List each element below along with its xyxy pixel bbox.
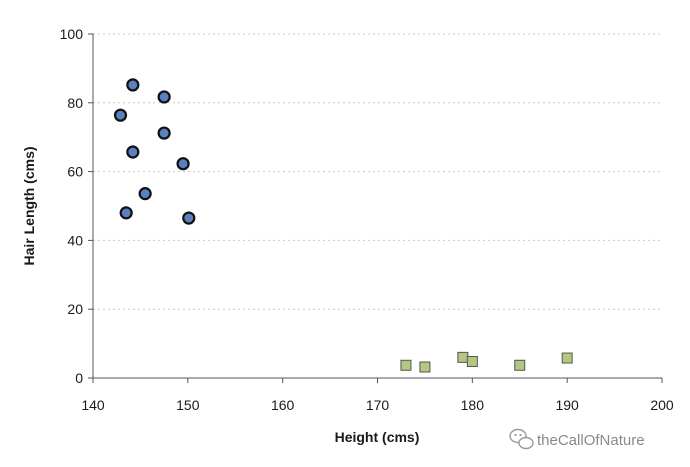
- x-tick-label: 140: [81, 397, 105, 413]
- x-tick-label: 150: [176, 397, 200, 413]
- circle-point: [157, 126, 171, 140]
- wechat-icon: [509, 428, 534, 450]
- square-point: [457, 351, 469, 363]
- square-point: [561, 352, 573, 364]
- y-tick-label: 40: [67, 232, 83, 248]
- y-tick-label: 20: [67, 301, 83, 317]
- x-tick-label: 180: [461, 397, 485, 413]
- y-axis-title: Hair Length (cms): [21, 146, 37, 265]
- y-tick-label: 100: [60, 26, 84, 42]
- y-tick-label: 60: [67, 164, 83, 180]
- square-point: [419, 361, 431, 373]
- y-tick-label: 0: [75, 370, 83, 386]
- circle-point: [157, 90, 171, 104]
- square-point: [466, 355, 478, 367]
- data-points: [113, 78, 573, 373]
- watermark-text: theCallOfNature: [537, 432, 645, 449]
- circle-point: [119, 206, 133, 220]
- circle-point: [176, 157, 190, 171]
- x-tick-label: 200: [650, 397, 674, 413]
- y-tick-label: 80: [67, 95, 83, 111]
- circle-point: [126, 145, 140, 159]
- circle-point: [126, 78, 140, 92]
- circle-point: [113, 108, 128, 122]
- circle-point: [182, 211, 196, 225]
- x-tick-label: 160: [271, 397, 295, 413]
- x-tick-label: 170: [366, 397, 390, 413]
- x-axis-title: Height (cms): [335, 429, 420, 445]
- x-tick-label: 190: [555, 397, 579, 413]
- square-point: [514, 359, 526, 371]
- watermark: theCallOfNature: [509, 428, 645, 450]
- y-tick-labels: 0 20 40 60 80 100: [60, 26, 93, 386]
- x-tick-labels: 140 150 160 170 180 190 200: [81, 378, 674, 413]
- square-point: [400, 359, 412, 371]
- circle-point: [138, 187, 152, 201]
- gridlines: [93, 33, 662, 310]
